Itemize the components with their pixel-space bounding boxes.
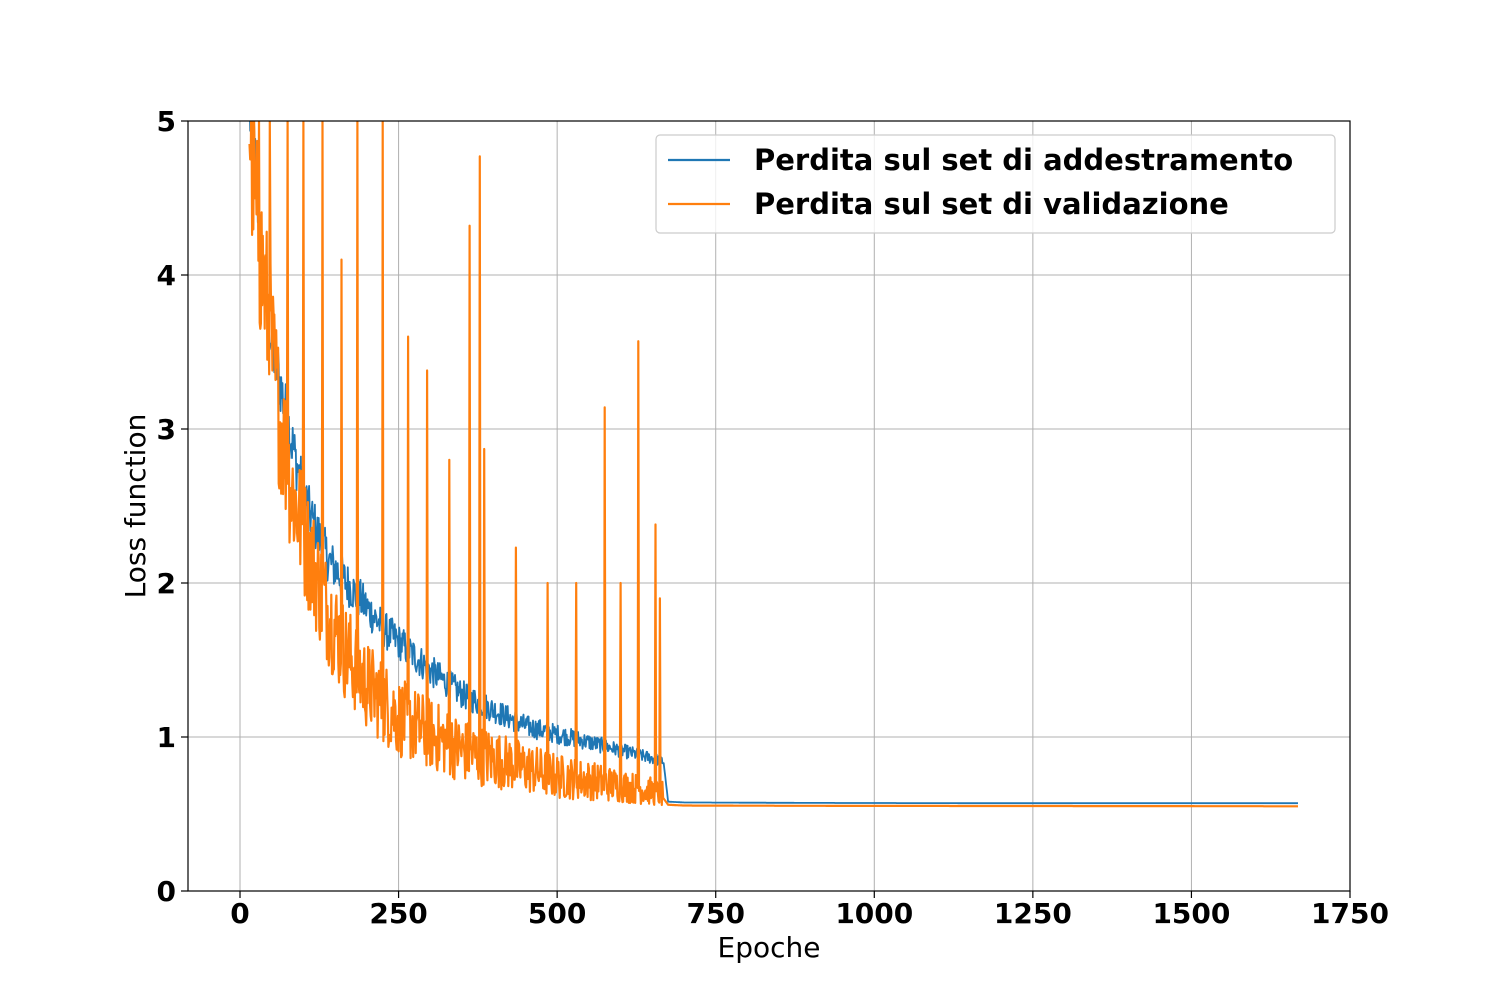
x-tick-label: 500 bbox=[528, 897, 586, 930]
x-tick-label: 1750 bbox=[1311, 897, 1389, 930]
x-tick-label: 1000 bbox=[835, 897, 913, 930]
x-tick-label: 750 bbox=[686, 897, 744, 930]
y-tick-label: 3 bbox=[157, 413, 176, 446]
y-tick-label: 0 bbox=[157, 875, 176, 908]
plot-background bbox=[188, 121, 1350, 891]
x-tick-label: 1500 bbox=[1152, 897, 1230, 930]
legend-label-validation: Perdita sul set di validazione bbox=[754, 187, 1229, 221]
y-tick-label: 5 bbox=[157, 105, 176, 138]
x-tick-label: 250 bbox=[369, 897, 427, 930]
legend-box bbox=[655, 134, 1336, 234]
y-tick-label: 2 bbox=[157, 567, 176, 600]
x-axis-ticks: 0 250 500 750 1000 1250 1500 1750 bbox=[230, 891, 1389, 930]
y-axis-label: Loss function bbox=[119, 414, 152, 599]
legend-label-train: Perdita sul set di addestramento bbox=[754, 143, 1293, 177]
series-layer bbox=[248, 121, 1299, 808]
x-tick-label: 1250 bbox=[994, 897, 1072, 930]
x-tick-label: 0 bbox=[230, 897, 249, 930]
series-line-train bbox=[249, 121, 1299, 805]
legend: Perdita sul set di addestramento Perdita… bbox=[655, 134, 1336, 234]
y-axis-ticks: 0 1 2 3 4 5 bbox=[157, 105, 188, 908]
x-axis-label: Epoche bbox=[718, 931, 821, 964]
y-tick-label: 1 bbox=[157, 721, 176, 754]
y-tick-label: 4 bbox=[157, 259, 176, 292]
series-line-validation bbox=[248, 121, 1299, 808]
plot-frame bbox=[187, 120, 1351, 892]
